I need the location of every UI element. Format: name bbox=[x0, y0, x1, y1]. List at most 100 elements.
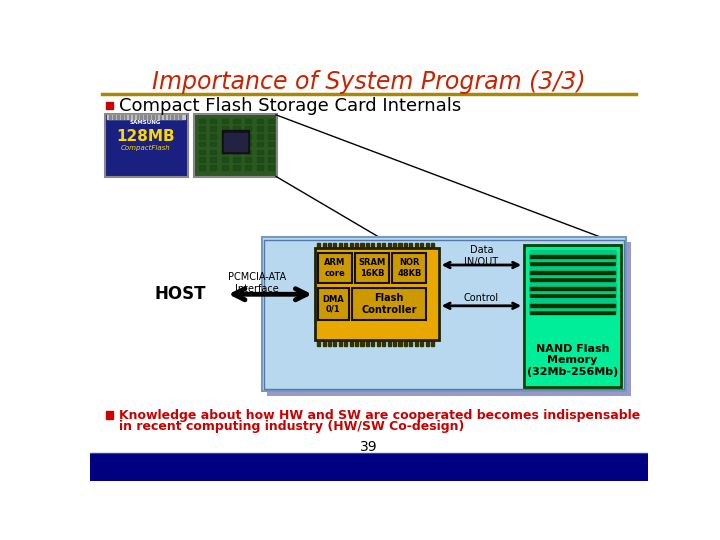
Bar bbox=[222, 119, 228, 123]
Bar bbox=[109, 115, 111, 119]
Bar bbox=[352, 288, 426, 320]
Bar bbox=[420, 244, 423, 249]
Text: ARM
core: ARM core bbox=[324, 258, 346, 278]
Text: DMA
0/1: DMA 0/1 bbox=[323, 295, 344, 314]
Text: Compact Flash Storage Card Internals: Compact Flash Storage Card Internals bbox=[120, 97, 462, 114]
Bar bbox=[117, 115, 119, 119]
Bar bbox=[144, 115, 145, 119]
Bar bbox=[224, 132, 246, 151]
Bar bbox=[530, 271, 615, 274]
Bar bbox=[269, 165, 274, 170]
Text: CompactFlash: CompactFlash bbox=[121, 145, 171, 151]
Bar bbox=[171, 115, 173, 119]
Bar bbox=[431, 244, 434, 249]
Bar bbox=[387, 340, 391, 346]
Bar bbox=[269, 142, 274, 146]
Bar bbox=[210, 157, 216, 162]
Text: 128MB: 128MB bbox=[117, 129, 175, 144]
Bar bbox=[392, 253, 426, 284]
Bar bbox=[404, 244, 407, 249]
Bar bbox=[160, 115, 161, 119]
Bar bbox=[404, 340, 407, 346]
Text: Data
IN/OUT: Data IN/OUT bbox=[464, 245, 498, 267]
Bar bbox=[530, 300, 615, 314]
Bar bbox=[269, 134, 274, 139]
Bar bbox=[420, 340, 423, 346]
Bar bbox=[245, 134, 251, 139]
Bar bbox=[199, 119, 204, 123]
Bar bbox=[163, 115, 165, 119]
Bar bbox=[222, 134, 228, 139]
Bar bbox=[233, 142, 240, 146]
Bar bbox=[269, 150, 274, 154]
Bar bbox=[377, 340, 380, 346]
Bar bbox=[323, 340, 325, 346]
Bar bbox=[210, 126, 216, 131]
Bar bbox=[222, 142, 228, 146]
Bar bbox=[106, 411, 113, 419]
Bar bbox=[339, 244, 342, 249]
Bar bbox=[269, 119, 274, 123]
Bar bbox=[269, 126, 274, 131]
Bar bbox=[256, 119, 263, 123]
Bar bbox=[328, 244, 331, 249]
Bar bbox=[210, 165, 216, 170]
Bar bbox=[361, 340, 364, 346]
Bar bbox=[409, 340, 413, 346]
Bar bbox=[328, 340, 331, 346]
Bar bbox=[210, 150, 216, 154]
Bar bbox=[530, 284, 615, 298]
Bar bbox=[233, 134, 240, 139]
Bar bbox=[179, 115, 181, 119]
Bar bbox=[210, 134, 216, 139]
Bar bbox=[137, 115, 138, 119]
Bar bbox=[107, 115, 185, 119]
Bar bbox=[415, 340, 418, 346]
Bar bbox=[530, 284, 615, 294]
Bar bbox=[355, 340, 358, 346]
Bar bbox=[256, 157, 263, 162]
Bar bbox=[245, 150, 251, 154]
Text: NOR
48KB: NOR 48KB bbox=[397, 258, 421, 278]
FancyBboxPatch shape bbox=[194, 114, 276, 177]
Bar bbox=[530, 267, 615, 281]
Bar bbox=[350, 244, 353, 249]
Bar bbox=[106, 102, 113, 110]
Bar bbox=[431, 340, 434, 346]
Bar bbox=[382, 244, 385, 249]
Bar bbox=[372, 244, 374, 249]
Bar bbox=[222, 157, 228, 162]
Bar bbox=[113, 115, 114, 119]
Bar bbox=[256, 165, 263, 170]
Text: 39: 39 bbox=[360, 441, 378, 455]
Bar bbox=[344, 340, 347, 346]
Bar bbox=[199, 126, 204, 131]
Bar bbox=[318, 253, 352, 284]
Bar bbox=[524, 245, 621, 387]
Bar bbox=[530, 287, 615, 291]
Bar bbox=[530, 267, 615, 278]
Bar bbox=[530, 303, 615, 307]
Bar bbox=[530, 251, 615, 261]
Bar bbox=[156, 115, 158, 119]
Bar bbox=[233, 126, 240, 131]
Bar bbox=[256, 142, 263, 146]
Bar bbox=[377, 244, 380, 249]
Bar bbox=[409, 244, 413, 249]
Text: Knowledge about how HW and SW are cooperated becomes indispensable: Knowledge about how HW and SW are cooper… bbox=[120, 409, 641, 422]
Bar bbox=[355, 253, 389, 284]
Bar bbox=[355, 244, 358, 249]
Bar bbox=[199, 134, 204, 139]
Text: in recent computing industry (HW/SW Co-design): in recent computing industry (HW/SW Co-d… bbox=[120, 420, 465, 433]
Text: NAND Flash
Memory
(32Mb-256Mb): NAND Flash Memory (32Mb-256Mb) bbox=[527, 343, 618, 377]
Bar bbox=[245, 165, 251, 170]
Bar bbox=[121, 115, 122, 119]
Bar bbox=[317, 244, 320, 249]
Bar bbox=[245, 157, 251, 162]
Bar bbox=[530, 300, 615, 309]
Text: Control: Control bbox=[464, 293, 499, 303]
Bar bbox=[90, 453, 648, 456]
Bar bbox=[387, 244, 391, 249]
Bar bbox=[530, 251, 615, 265]
Text: SAMSUNG: SAMSUNG bbox=[130, 120, 161, 125]
